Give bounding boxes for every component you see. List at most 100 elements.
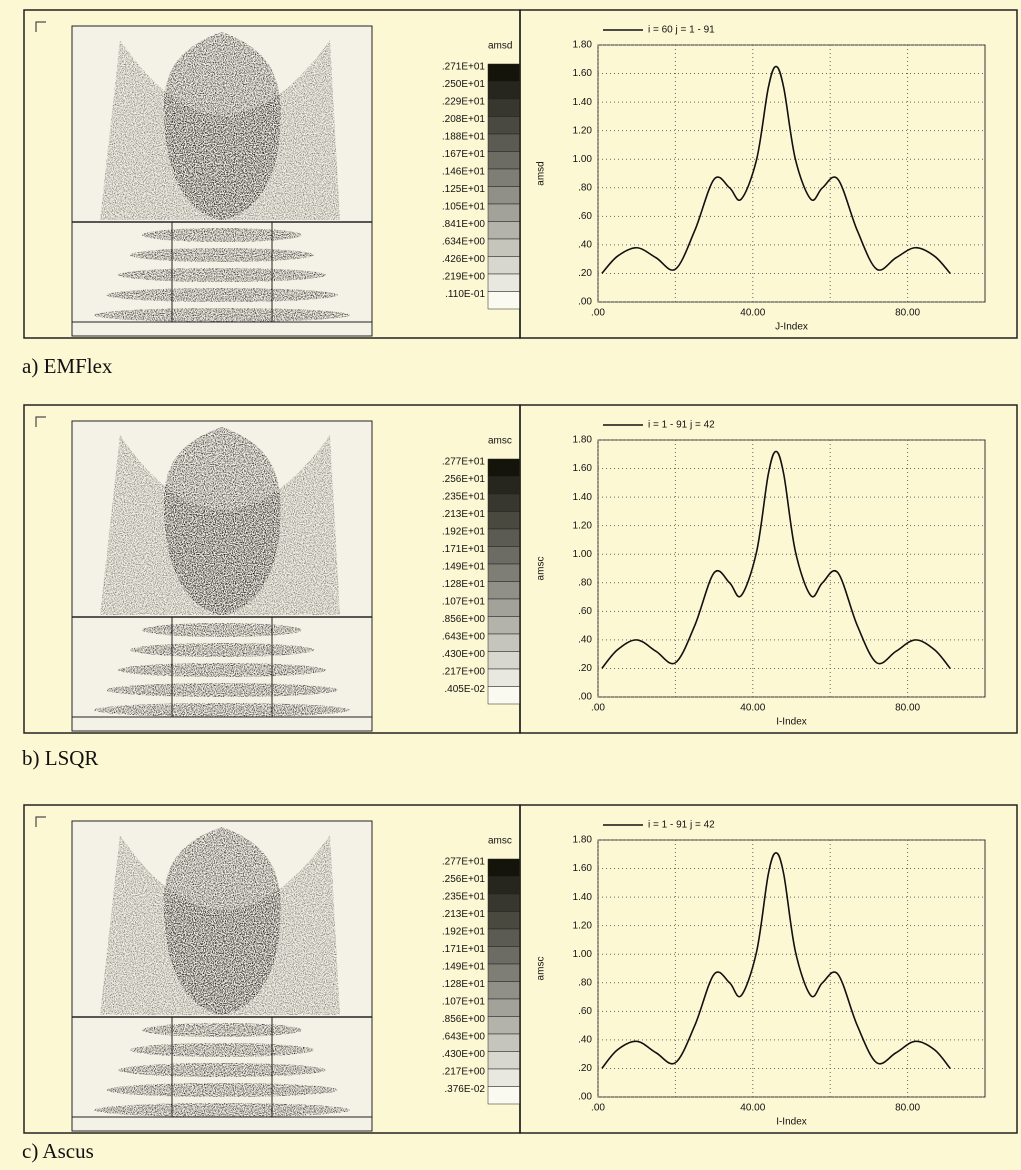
field-band <box>106 288 338 302</box>
field-band <box>118 1063 326 1077</box>
colorbar-cell <box>488 599 520 617</box>
colorbar-label: .110E-01 <box>445 289 485 300</box>
y-tick-label: 1.40 <box>573 492 593 503</box>
legend-label: i = 1 - 91 j = 42 <box>648 420 715 431</box>
colorbar-label: .634E+00 <box>442 237 486 248</box>
field-band <box>106 683 338 697</box>
colorbar-title: amsc <box>488 436 512 447</box>
x-tick-label: 40.00 <box>740 1103 765 1114</box>
colorbar-label: .271E+01 <box>442 62 486 73</box>
colorbar-label: .146E+01 <box>442 167 486 178</box>
x-tick-label: 80.00 <box>895 1103 920 1114</box>
colorbar-cell <box>488 947 520 965</box>
y-tick-label: .20 <box>578 1063 592 1074</box>
y-tick-label: .00 <box>578 692 592 703</box>
x-axis-label: I-Index <box>776 1117 807 1128</box>
colorbar-label: .105E+01 <box>442 202 486 213</box>
colorbar-cell <box>488 274 520 292</box>
colorbar-cell <box>488 82 520 100</box>
y-tick-label: .80 <box>578 182 592 193</box>
colorbar-label: .856E+00 <box>442 614 486 625</box>
panel-caption: b) LSQR <box>22 746 98 770</box>
colorbar-cell <box>488 912 520 930</box>
colorbar-cell <box>488 1034 520 1052</box>
colorbar-label: .277E+01 <box>442 457 486 468</box>
y-tick-label: 1.20 <box>573 125 593 136</box>
colorbar-cell <box>488 617 520 635</box>
colorbar-cell <box>488 894 520 912</box>
colorbar-cell <box>488 669 520 687</box>
y-tick-label: 1.40 <box>573 892 593 903</box>
colorbar-label: .405E-02 <box>444 684 485 695</box>
colorbar-label: .128E+01 <box>442 579 486 590</box>
y-tick-label: 1.60 <box>573 463 593 474</box>
colorbar-label: .128E+01 <box>442 979 486 990</box>
colorbar-label: .256E+01 <box>442 874 486 885</box>
y-tick-label: .80 <box>578 577 592 588</box>
colorbar-label: .229E+01 <box>442 97 486 108</box>
panel-caption: a) EMFlex <box>22 354 113 378</box>
legend-label: i = 1 - 91 j = 42 <box>648 820 715 831</box>
colorbar-cell <box>488 1017 520 1035</box>
colorbar-label: .125E+01 <box>442 184 486 195</box>
colorbar-cell <box>488 169 520 187</box>
field-band <box>118 663 326 677</box>
colorbar-cell <box>488 859 520 877</box>
colorbar-title: amsd <box>488 41 512 52</box>
figure: amsd.271E+01.250E+01.229E+01.208E+01.188… <box>0 0 1021 1170</box>
colorbar-cell <box>488 117 520 135</box>
colorbar-cell <box>488 582 520 600</box>
colorbar-cell <box>488 929 520 947</box>
colorbar-cell <box>488 152 520 170</box>
y-axis-label: amsc <box>536 957 547 981</box>
colorbar-cell <box>488 547 520 565</box>
y-tick-label: .60 <box>578 606 592 617</box>
y-tick-label: .40 <box>578 240 592 251</box>
field-band <box>94 308 350 322</box>
y-tick-label: 1.20 <box>573 520 593 531</box>
x-tick-label: .00 <box>591 703 605 714</box>
x-tick-label: .00 <box>591 308 605 319</box>
y-tick-label: 1.40 <box>573 97 593 108</box>
field-image <box>72 421 372 731</box>
x-tick-label: 40.00 <box>740 703 765 714</box>
y-tick-label: .20 <box>578 663 592 674</box>
colorbar-label: .217E+00 <box>442 667 486 678</box>
x-tick-label: .00 <box>591 1103 605 1114</box>
colorbar-label: .841E+00 <box>442 219 486 230</box>
colorbar-cell <box>488 687 520 705</box>
colorbar-cell <box>488 222 520 240</box>
y-tick-label: .40 <box>578 635 592 646</box>
colorbar-title: amsc <box>488 836 512 847</box>
y-tick-label: .00 <box>578 1092 592 1103</box>
colorbar-label: .376E-02 <box>444 1084 485 1095</box>
colorbar-cell <box>488 999 520 1017</box>
y-tick-label: 1.00 <box>573 549 593 560</box>
y-tick-label: 1.80 <box>573 435 593 446</box>
panel-caption: c) Ascus <box>22 1139 94 1163</box>
y-tick-label: 1.00 <box>573 154 593 165</box>
y-tick-label: .20 <box>578 268 592 279</box>
colorbar-label: .430E+00 <box>442 1049 486 1060</box>
colorbar-cell <box>488 187 520 205</box>
colorbar-label: .167E+01 <box>442 149 486 160</box>
colorbar-label: .171E+01 <box>442 944 486 955</box>
field-band <box>130 248 314 262</box>
y-tick-label: .80 <box>578 977 592 988</box>
colorbar-cell <box>488 134 520 152</box>
colorbar-cell <box>488 1069 520 1087</box>
colorbar-cell <box>488 494 520 512</box>
field-band <box>94 1103 350 1117</box>
colorbar-cell <box>488 982 520 1000</box>
colorbar-label: .208E+01 <box>442 114 486 125</box>
colorbar-cell <box>488 877 520 895</box>
field-band <box>130 643 314 657</box>
colorbar-label: .235E+01 <box>442 492 486 503</box>
colorbar-label: .426E+00 <box>442 254 486 265</box>
field-image <box>72 26 372 336</box>
colorbar-cell <box>488 477 520 495</box>
colorbar-cell <box>488 652 520 670</box>
colorbar-label: .192E+01 <box>442 527 486 538</box>
colorbar-label: .277E+01 <box>442 857 486 868</box>
colorbar-cell <box>488 257 520 275</box>
